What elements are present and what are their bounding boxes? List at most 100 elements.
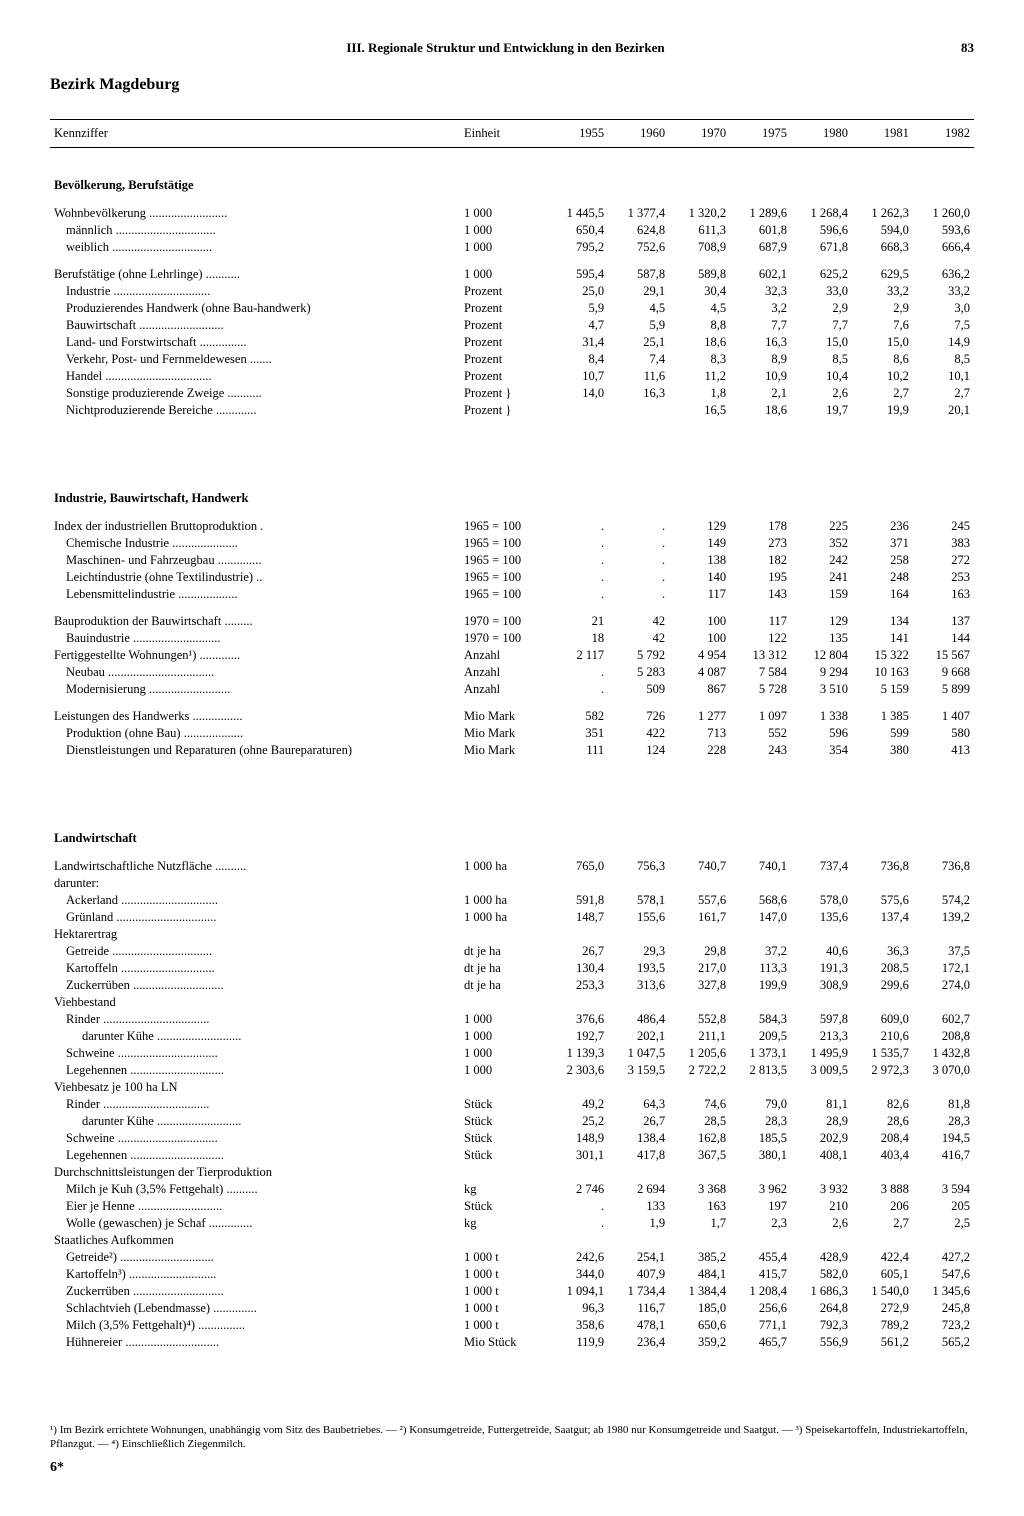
row-unit: 1 000 <box>460 239 547 256</box>
row-value: 3 368 <box>669 1181 730 1198</box>
col-header: 1970 <box>669 120 730 148</box>
row-value: 36,3 <box>852 943 913 960</box>
row-value <box>608 1164 669 1181</box>
table-row: Sonstige produzierende Zweige ..........… <box>50 385 974 402</box>
table-row: Schweine ...............................… <box>50 1045 974 1062</box>
row-value: 130,4 <box>547 960 608 977</box>
table-row: Legehennen .............................… <box>50 1147 974 1164</box>
table-row: Ackerland ..............................… <box>50 892 974 909</box>
footnotes: ¹) Im Bezirk errichtete Wohnungen, unabh… <box>50 1423 974 1452</box>
row-value <box>608 402 669 419</box>
table-head: KennzifferEinheit19551960197019751980198… <box>50 120 974 148</box>
row-value: 197 <box>730 1198 791 1215</box>
row-value: 1 338 <box>791 708 852 725</box>
row-unit: 1965 = 100 <box>460 552 547 569</box>
row-value: 629,5 <box>852 266 913 283</box>
row-value: 245 <box>913 518 974 535</box>
row-value: 33,2 <box>852 283 913 300</box>
row-value: . <box>547 664 608 681</box>
row-value: 1 320,2 <box>669 205 730 222</box>
col-header: Einheit <box>460 120 547 148</box>
row-value: . <box>608 518 669 535</box>
row-value: 301,1 <box>547 1147 608 1164</box>
row-value: 185,0 <box>669 1300 730 1317</box>
row-unit <box>460 875 547 892</box>
row-value: 596 <box>791 725 852 742</box>
row-value: 10,4 <box>791 368 852 385</box>
row-value: 248 <box>852 569 913 586</box>
row-value: 371 <box>852 535 913 552</box>
page-number: 83 <box>961 40 974 56</box>
row-value: 192,7 <box>547 1028 608 1045</box>
row-value: 380,1 <box>730 1147 791 1164</box>
row-unit: 1 000 <box>460 1028 547 1045</box>
row-value: 1 047,5 <box>608 1045 669 1062</box>
row-value <box>730 994 791 1011</box>
row-unit: 1965 = 100 <box>460 535 547 552</box>
row-value: 9 668 <box>913 664 974 681</box>
row-value <box>852 926 913 943</box>
row-value: 2,1 <box>730 385 791 402</box>
table-row: Index der industriellen Bruttoproduktion… <box>50 518 974 535</box>
row-value: 117 <box>669 586 730 603</box>
row-value: 28,6 <box>852 1113 913 1130</box>
table-row: Durchschnittsleistungen der Tierprodukti… <box>50 1164 974 1181</box>
row-value: 28,5 <box>669 1113 730 1130</box>
row-value: 33,2 <box>913 283 974 300</box>
row-label: männlich ...............................… <box>50 222 460 239</box>
table-row: Wohnbevölkerung ........................… <box>50 205 974 222</box>
row-value: 264,8 <box>791 1300 852 1317</box>
row-label: Bauwirtschaft ..........................… <box>50 317 460 334</box>
row-value: 19,9 <box>852 402 913 419</box>
row-value <box>852 1232 913 1249</box>
row-value: 111 <box>547 742 608 759</box>
table-row: Viehbesatz je 100 ha LN <box>50 1079 974 1096</box>
row-value: 254,1 <box>608 1249 669 1266</box>
row-value: 9 294 <box>791 664 852 681</box>
row-value: 2,6 <box>791 385 852 402</box>
row-value: 242,6 <box>547 1249 608 1266</box>
row-value <box>547 926 608 943</box>
row-value: 210 <box>791 1198 852 1215</box>
row-value: 422 <box>608 725 669 742</box>
row-unit <box>460 1164 547 1181</box>
table-row: darunter Kühe ..........................… <box>50 1028 974 1045</box>
table-row: Kartoffeln .............................… <box>50 960 974 977</box>
row-unit: 1 000 <box>460 205 547 222</box>
row-value: 455,4 <box>730 1249 791 1266</box>
row-label: Handel .................................… <box>50 368 460 385</box>
row-value: 2,5 <box>913 1215 974 1232</box>
row-label: Wohnbevölkerung ........................… <box>50 205 460 222</box>
row-value: 25,1 <box>608 334 669 351</box>
row-value <box>730 926 791 943</box>
table-row: Milch (3,5% Fettgehalt)⁴) ..............… <box>50 1317 974 1334</box>
row-value: 143 <box>730 586 791 603</box>
row-value <box>852 1079 913 1096</box>
row-value: 1 262,3 <box>852 205 913 222</box>
row-value: 10,2 <box>852 368 913 385</box>
row-value: 137 <box>913 613 974 630</box>
row-value: 601,8 <box>730 222 791 239</box>
row-value: 668,3 <box>852 239 913 256</box>
row-value: 208,8 <box>913 1028 974 1045</box>
row-value: 740,1 <box>730 858 791 875</box>
table-row: Lebensmittelindustrie ..................… <box>50 586 974 603</box>
row-label: Modernisierung .........................… <box>50 681 460 698</box>
row-value: . <box>608 535 669 552</box>
row-value: 2,3 <box>730 1215 791 1232</box>
row-unit <box>460 994 547 1011</box>
row-value: 650,4 <box>547 222 608 239</box>
row-value: 148,9 <box>547 1130 608 1147</box>
row-value: 8,6 <box>852 351 913 368</box>
row-value: 4,5 <box>669 300 730 317</box>
table-row: Industrie ..............................… <box>50 283 974 300</box>
row-value: 308,9 <box>791 977 852 994</box>
row-unit: Stück <box>460 1130 547 1147</box>
col-header: 1975 <box>730 120 791 148</box>
table-row: Produktion (ohne Bau) ..................… <box>50 725 974 742</box>
row-value: 867 <box>669 681 730 698</box>
row-label: Produzierendes Handwerk (ohne Bau-handwe… <box>50 300 460 317</box>
row-value: 2 813,5 <box>730 1062 791 1079</box>
row-value: 16,3 <box>730 334 791 351</box>
row-value: 8,9 <box>730 351 791 368</box>
